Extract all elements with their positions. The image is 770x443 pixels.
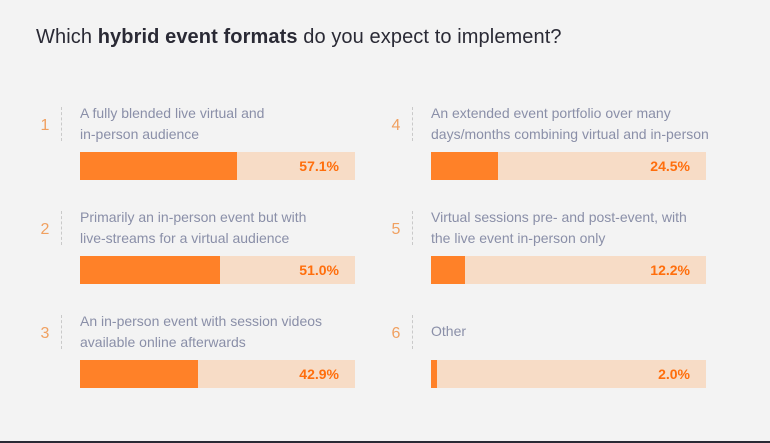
- bar-value-label: 42.9%: [299, 366, 339, 382]
- item-number: 6: [391, 325, 401, 342]
- item-label: Virtual sessions pre- and post-event, wi…: [431, 207, 721, 249]
- item-label: A fully blended live virtual and in-pers…: [80, 103, 370, 145]
- format-item-4: 4 An extended event portfolio over many …: [389, 103, 719, 193]
- format-item-1: 1 A fully blended live virtual and in-pe…: [38, 103, 368, 193]
- bar-track: 2.0%: [431, 360, 706, 388]
- item-label: An extended event portfolio over many da…: [431, 103, 721, 145]
- chart-title: Which hybrid event formats do you expect…: [36, 26, 562, 49]
- bar-track: 12.2%: [431, 256, 706, 284]
- bar-value-label: 51.0%: [299, 262, 339, 278]
- bar-fill: [431, 256, 465, 284]
- bar-value-label: 12.2%: [650, 262, 690, 278]
- bar-fill: [431, 152, 499, 180]
- bar-track: 24.5%: [431, 152, 706, 180]
- bottom-border: [0, 441, 770, 443]
- item-number: 3: [40, 325, 50, 342]
- item-divider: [412, 315, 413, 349]
- item-number: 2: [40, 221, 50, 238]
- bar-fill: [80, 360, 198, 388]
- item-label: An in-person event with session videos a…: [80, 311, 370, 353]
- title-pre: Which: [36, 26, 98, 48]
- item-label: Primarily an in-person event but with li…: [80, 207, 370, 249]
- item-label-line: the live event in-person only: [431, 230, 606, 246]
- item-label: Other: [431, 321, 721, 342]
- title-bold: hybrid event formats: [97, 26, 298, 48]
- item-label-line: An in-person event with session videos: [80, 313, 323, 329]
- item-number: 5: [391, 221, 401, 238]
- item-number: 4: [391, 117, 401, 134]
- format-item-5: 5 Virtual sessions pre- and post-event, …: [389, 207, 719, 297]
- bar-track: 57.1%: [80, 152, 355, 180]
- item-label-line: Virtual sessions pre- and post-event, wi…: [431, 209, 687, 225]
- bar-value-label: 57.1%: [299, 158, 339, 174]
- item-label-line: days/months combining virtual and in-per…: [431, 126, 709, 142]
- item-divider: [61, 315, 62, 349]
- bar-fill: [80, 152, 238, 180]
- bar-fill: [431, 360, 437, 388]
- format-item-3: 3 An in-person event with session videos…: [38, 311, 368, 401]
- bar-value-label: 24.5%: [650, 158, 690, 174]
- bar-value-label: 2.0%: [658, 366, 690, 382]
- format-item-2: 2 Primarily an in-person event but with …: [38, 207, 368, 297]
- bar-fill: [80, 256, 221, 284]
- item-label-line: An extended event portfolio over many: [431, 105, 671, 121]
- item-divider: [412, 211, 413, 245]
- item-label-line: available online afterwards: [80, 334, 246, 350]
- format-item-6: 6 Other 2.0%: [389, 311, 719, 401]
- title-post: do you expect to implement?: [297, 26, 562, 48]
- bar-track: 42.9%: [80, 360, 355, 388]
- item-divider: [412, 107, 413, 141]
- item-label-line: live-streams for a virtual audience: [80, 230, 290, 246]
- item-divider: [61, 107, 62, 141]
- bar-track: 51.0%: [80, 256, 355, 284]
- item-divider: [61, 211, 62, 245]
- item-label-line: Primarily an in-person event but with: [80, 209, 307, 225]
- item-label-line: in-person audience: [80, 126, 200, 142]
- item-label-line: Other: [431, 323, 467, 339]
- item-label-line: A fully blended live virtual and: [80, 105, 265, 121]
- item-number: 1: [40, 117, 50, 134]
